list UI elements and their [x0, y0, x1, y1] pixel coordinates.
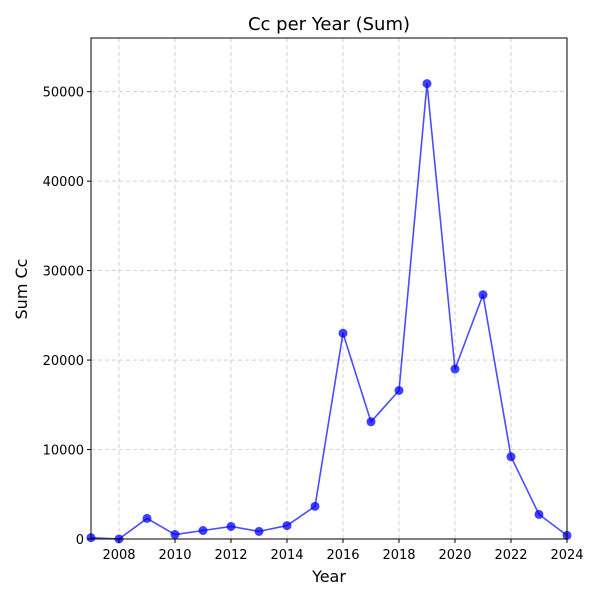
- x-tick-label: 2020: [438, 548, 471, 563]
- y-tick-label: 10000: [43, 444, 84, 459]
- y-tick-label: 40000: [43, 175, 84, 190]
- data-points: [86, 79, 572, 544]
- data-point-2016: [338, 328, 348, 338]
- data-point-2022: [506, 452, 516, 462]
- data-point-2015: [310, 501, 320, 511]
- x-tick-label: 2008: [102, 548, 135, 563]
- data-point-2019: [422, 79, 432, 89]
- data-point-2023: [534, 509, 544, 519]
- y-axis-label: Sum Cc: [12, 259, 31, 320]
- data-point-2014: [282, 521, 292, 531]
- series-line-group: [90, 82, 568, 540]
- plot-frame: [90, 37, 568, 540]
- grid: [91, 38, 568, 540]
- data-point-2020: [450, 364, 460, 374]
- x-tick-label: 2016: [326, 548, 359, 563]
- x-tick-label: 2014: [270, 548, 303, 563]
- data-point-2011: [198, 526, 208, 536]
- y-tick-label: 30000: [43, 265, 84, 280]
- x-tick-label: 2018: [382, 548, 415, 563]
- x-tick-label: 2024: [550, 548, 583, 563]
- x-ticks: 2008 2010 2012 2014 2016 2018 2020 2022 2024: [102, 539, 584, 563]
- y-ticks: 0 10000 20000 30000 40000 50000: [43, 86, 91, 548]
- y-tick-label: 20000: [43, 354, 84, 369]
- y-tick-label: 0: [76, 533, 84, 548]
- data-point-2013: [254, 526, 264, 536]
- data-point-2017: [366, 417, 376, 427]
- chart-title: Cc per Year (Sum): [248, 14, 410, 35]
- x-tick-label: 2012: [214, 548, 247, 563]
- data-point-2021: [478, 290, 488, 300]
- data-point-2012: [226, 521, 236, 531]
- series-line: [90, 82, 568, 540]
- y-tick-label: 50000: [43, 86, 84, 101]
- data-point-2010: [170, 530, 180, 540]
- x-tick-label: 2010: [158, 548, 191, 563]
- data-point-2009: [142, 513, 152, 523]
- x-tick-label: 2022: [494, 548, 527, 563]
- x-axis-label: Year: [311, 567, 346, 586]
- data-point-2018: [394, 385, 404, 395]
